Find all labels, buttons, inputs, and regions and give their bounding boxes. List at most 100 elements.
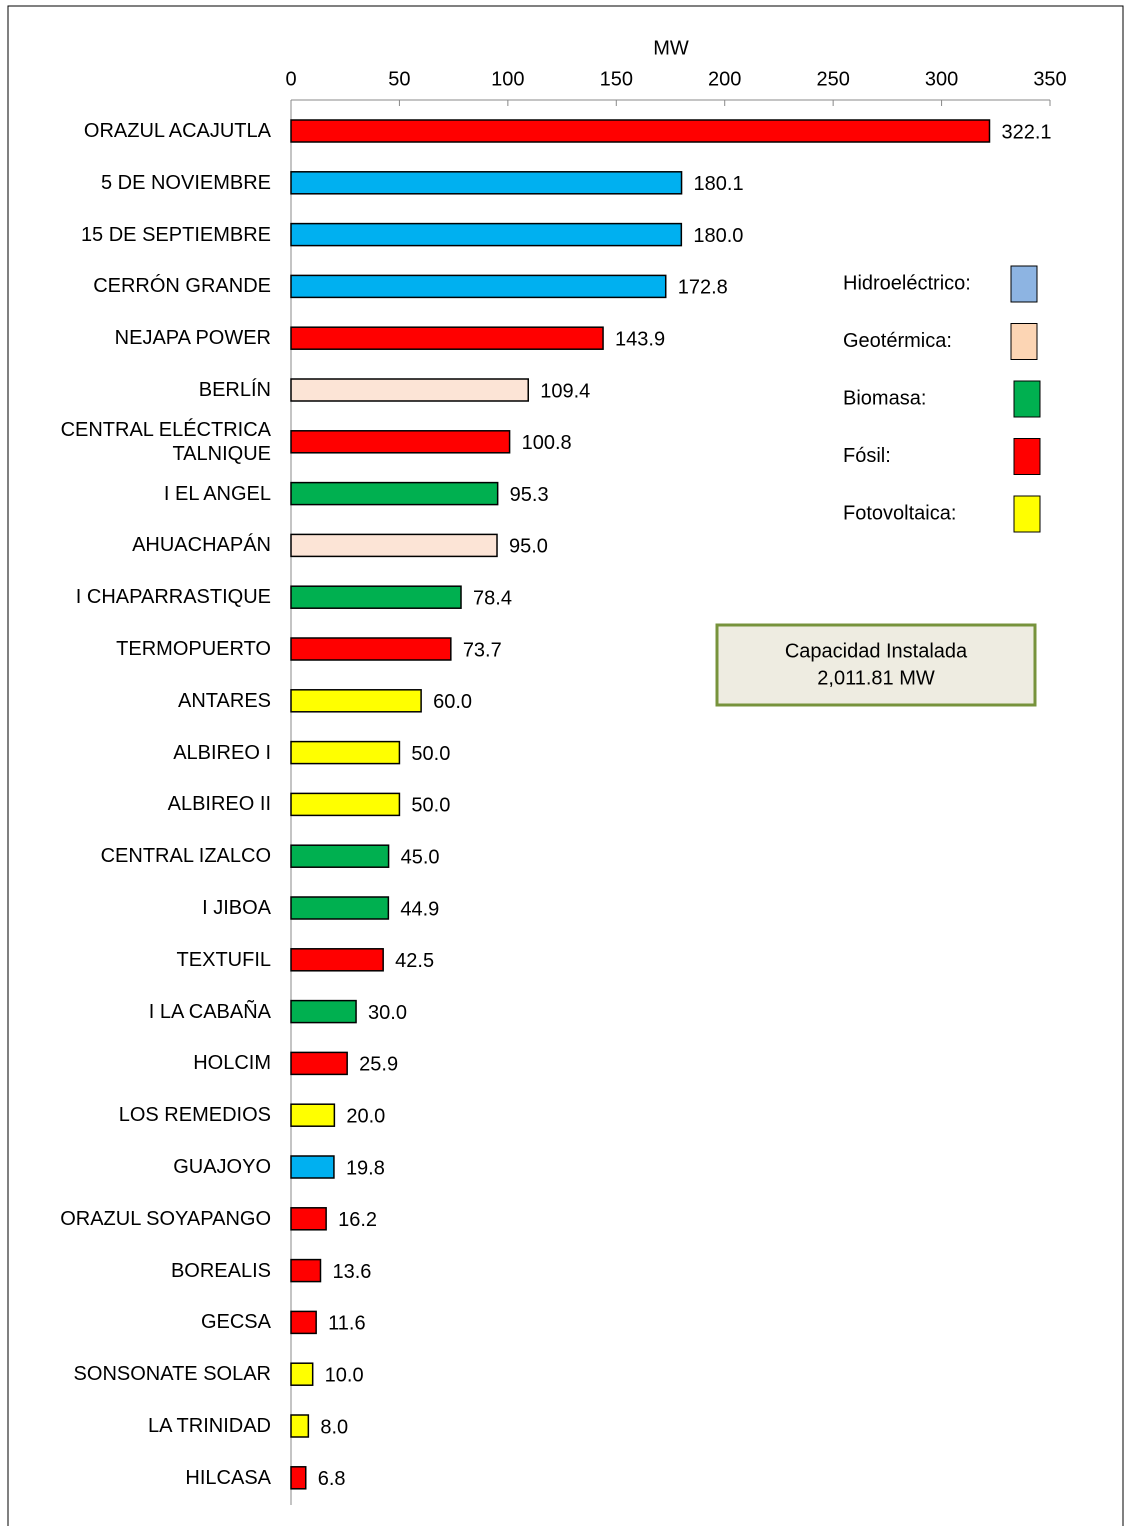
y-tick-label: CERRÓN GRANDE: [93, 275, 271, 298]
bar: [290, 378, 529, 402]
data-label: 42.5: [395, 950, 434, 972]
y-tick-label: ANTARES: [178, 689, 271, 712]
y-tick-label: ALBIREO II: [167, 793, 271, 816]
bar: [290, 999, 357, 1024]
data-label: 172.8: [678, 277, 728, 299]
bar: [290, 1155, 335, 1179]
data-label: 95.3: [510, 484, 549, 506]
x-tick-label: 150: [600, 68, 633, 90]
x-tick-label: 100: [491, 68, 524, 90]
y-tick-label: TEXTUFIL: [176, 948, 271, 971]
y-tick-label: TERMOPUERTO: [116, 638, 271, 660]
legend-swatch: [1013, 380, 1041, 418]
y-tick-label: 15 DE SEPTIEMBRE: [80, 223, 271, 246]
bar: [290, 119, 991, 143]
data-label: 60.0: [433, 691, 472, 713]
y-tick-label: BOREALIS: [170, 1259, 271, 1282]
legend-swatch: [1013, 495, 1041, 533]
frame: [7, 5, 1124, 1526]
y-tick-label: HILCASA: [185, 1466, 271, 1489]
x-tick-label: 200: [708, 68, 741, 90]
y-tick-label: LA TRINIDAD: [148, 1415, 271, 1437]
x-tick-label: 50: [388, 68, 410, 90]
bar: [290, 585, 462, 609]
legend-swatch: [1010, 323, 1038, 360]
data-label: 6.8: [318, 1468, 346, 1490]
y-tick-label: SONSONATE SOLAR: [73, 1363, 271, 1386]
x-tick-label: 350: [1033, 68, 1066, 90]
bar: [290, 171, 683, 195]
bar: [290, 792, 401, 817]
data-label: 44.9: [400, 898, 439, 920]
data-label: 50.0: [411, 743, 450, 765]
bar: [290, 1414, 310, 1438]
data-label: 322.1: [1001, 121, 1051, 143]
y-tick-label: HOLCIM: [193, 1052, 271, 1075]
y-tick-label: CENTRAL IZALCO: [100, 845, 271, 868]
bar: [290, 948, 384, 972]
data-label: 16.2: [338, 1209, 377, 1231]
bar: [290, 326, 604, 350]
bar: [290, 637, 452, 661]
legend-label: Biomasa:: [843, 387, 926, 409]
bar: [290, 430, 511, 454]
data-label: 45.0: [401, 846, 440, 868]
annotation-text: 2,011.81 MW: [817, 667, 935, 689]
y-tick-label: I LA CABAÑA: [148, 1000, 271, 1023]
data-label: 109.4: [540, 380, 590, 402]
y-tick-label: CENTRAL ELÉCTRICA TALNIQUE: [60, 418, 271, 465]
bar: [290, 222, 683, 247]
bar: [290, 1207, 327, 1231]
bar: [290, 1051, 348, 1076]
bar: [290, 1258, 322, 1283]
data-label: 13.6: [332, 1261, 371, 1283]
x-tick-label: 0: [285, 68, 296, 90]
x-tick-label: 300: [925, 68, 958, 90]
y-tick-label: NEJAPA POWER: [114, 327, 271, 350]
data-label: 19.8: [346, 1157, 385, 1179]
y-tick-label: GECSA: [200, 1311, 271, 1334]
legend-label: Fósil:: [843, 445, 891, 467]
bar: [290, 740, 401, 765]
annotation-text: Capacidad Instalada: [785, 640, 968, 662]
x-axis-label: MW: [653, 37, 689, 59]
y-tick-label: I CHAPARRASTIQUE: [75, 586, 271, 609]
y-tick-label: AHUACHAPÁN: [132, 534, 271, 557]
bar: [290, 481, 499, 506]
bar: [290, 1103, 336, 1127]
legend-label: Fotovoltaica:: [843, 502, 956, 524]
data-label: 50.0: [411, 795, 450, 817]
y-tick-label: I JIBOA: [202, 897, 271, 919]
bar: [290, 1466, 307, 1490]
data-label: 20.0: [346, 1105, 385, 1127]
x-tick-label: 250: [816, 68, 849, 90]
bar: [290, 844, 390, 868]
y-tick-label: ALBIREO I: [173, 741, 271, 764]
data-label: 30.0: [368, 1002, 407, 1024]
bar: [290, 689, 422, 713]
data-label: 25.9: [359, 1054, 398, 1076]
y-tick-label: LOS REMEDIOS: [118, 1104, 271, 1127]
data-label: 180.0: [693, 225, 743, 247]
y-tick-label: GUAJOYO: [173, 1156, 271, 1178]
annotation-box: [715, 623, 1037, 707]
data-label: 143.9: [615, 328, 665, 350]
data-label: 8.0: [320, 1416, 348, 1438]
data-label: 95.0: [509, 536, 548, 558]
data-label: 11.6: [328, 1313, 365, 1335]
y-tick-label: I EL ANGEL: [163, 482, 271, 505]
legend-swatch: [1010, 265, 1038, 303]
y-tick-label: BERLÍN: [198, 379, 271, 401]
data-label: 10.0: [325, 1364, 364, 1386]
bar: [290, 1362, 314, 1386]
legend-swatch: [1013, 438, 1041, 475]
y-tick-label: 5 DE NOVIEMBRE: [100, 171, 271, 194]
y-tick-label: ORAZUL SOYAPANGO: [60, 1207, 271, 1230]
data-label: 100.8: [522, 432, 572, 454]
legend-label: Hidroeléctrico:: [843, 272, 971, 294]
data-label: 180.1: [694, 173, 744, 195]
data-label: 73.7: [463, 639, 502, 661]
bar: [290, 896, 390, 920]
